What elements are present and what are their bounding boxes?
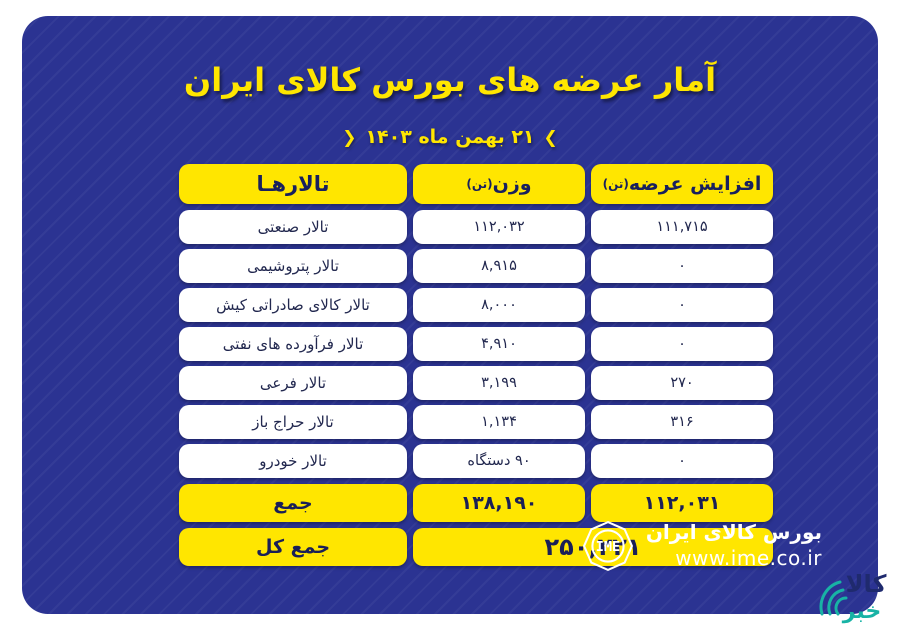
footer-text: بورس کالای ایران www.ime.co.ir: [646, 520, 822, 571]
cell-weight: ۳,۱۹۹: [413, 366, 585, 400]
cell-hall: تالار خودرو: [179, 444, 407, 478]
table-row: ۰ ۴,۹۱۰ تالار فرآورده های نفتی: [179, 327, 773, 361]
statistics-table: افزایش عرضه (تن) وزن (تن) تالارهـا ۱۱۱,۷۱۵…: [179, 164, 773, 571]
cell-increase: ۱۱۱,۷۱۵: [591, 210, 773, 244]
column-header-weight-unit: (تن): [466, 177, 493, 191]
footer-org-name: بورس کالای ایران: [645, 520, 822, 545]
cell-increase: ۰: [591, 249, 773, 283]
table-header-row: افزایش عرضه (تن) وزن (تن) تالارهـا: [179, 164, 773, 204]
cell-hall: تالار کالای صادراتی کیش: [179, 288, 407, 322]
total-weight: ۱۳۸,۱۹۰: [413, 484, 585, 522]
column-header-increase-label: افزایش عرضه: [628, 173, 762, 195]
table-row: ۰ ۹۰ دستگاه تالار خودرو: [179, 444, 773, 478]
column-header-increase: افزایش عرضه (تن): [591, 164, 773, 204]
ime-logo-text: IME: [596, 539, 620, 555]
watermark-top-text: کالا: [846, 570, 887, 598]
cell-hall: تالار صنعتی: [179, 210, 407, 244]
cell-weight: ۱,۱۳۴: [413, 405, 585, 439]
cell-hall: تالار حراج باز: [179, 405, 407, 439]
cell-increase: ۰: [591, 327, 773, 361]
cell-hall: تالار فرعی: [179, 366, 407, 400]
column-header-weight: وزن (تن): [413, 164, 585, 204]
ime-logo-icon: IME: [582, 520, 634, 572]
cell-increase: ۲۷۰: [591, 366, 773, 400]
column-header-weight-label: وزن: [492, 173, 532, 195]
cell-weight: ۸,۰۰۰: [413, 288, 585, 322]
blue-card: آمار عرضه های بورس کالای ایران ❯ ۲۱ بهمن …: [22, 16, 878, 614]
cell-weight: ۱۱۲,۰۳۲: [413, 210, 585, 244]
column-header-hall: تالارهـا: [179, 164, 407, 204]
grand-total-label: جمع کل: [179, 528, 407, 566]
cell-hall: تالار فرآورده های نفتی: [179, 327, 407, 361]
column-header-increase-unit: (تن): [602, 177, 629, 191]
cell-increase: ۰: [591, 444, 773, 478]
page-title: آمار عرضه های بورس کالای ایران: [183, 61, 717, 99]
footer: بورس کالای ایران www.ime.co.ir IME: [582, 520, 822, 572]
cell-hall: تالار پتروشیمی: [179, 249, 407, 283]
date-label: ۲۱ بهمن ماه ۱۴۰۳: [365, 126, 535, 148]
total-increase: ۱۱۲,۰۳۱: [591, 484, 773, 522]
cell-weight: ۹۰ دستگاه: [413, 444, 585, 478]
footer-url[interactable]: www.ime.co.ir: [675, 546, 822, 570]
table-row: ۳۱۶ ۱,۱۳۴ تالار حراج باز: [179, 405, 773, 439]
total-label: جمع: [179, 484, 407, 522]
table-row: ۲۷۰ ۳,۱۹۹ تالار فرعی: [179, 366, 773, 400]
cell-increase: ۳۱۶: [591, 405, 773, 439]
cell-increase: ۰: [591, 288, 773, 322]
cell-weight: ۸,۹۱۵: [413, 249, 585, 283]
table-row: ۰ ۸,۹۱۵ تالار پتروشیمی: [179, 249, 773, 283]
table-total-row: ۱۱۲,۰۳۱ ۱۳۸,۱۹۰ جمع: [179, 484, 773, 522]
table-row: ۰ ۸,۰۰۰ تالار کالای صادراتی کیش: [179, 288, 773, 322]
kala-khabar-watermark: کالا خبر: [800, 552, 892, 626]
chevron-left-icon: ❮: [342, 128, 357, 148]
chevron-right-icon: ❯: [543, 128, 558, 148]
date-bar: ❯ ۲۱ بهمن ماه ۱۴۰۳ ❮: [22, 126, 878, 148]
table-row: ۱۱۱,۷۱۵ ۱۱۲,۰۳۲ تالار صنعتی: [179, 210, 773, 244]
watermark-bottom-text: خبر: [842, 599, 882, 624]
cell-weight: ۴,۹۱۰: [413, 327, 585, 361]
